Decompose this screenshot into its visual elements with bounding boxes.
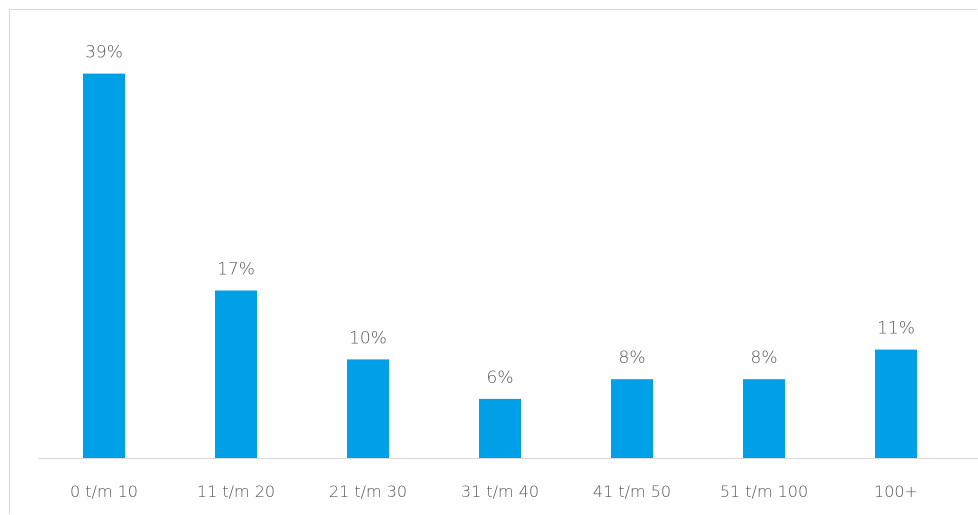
x-tick-label-0: 0 t/m 10 xyxy=(70,482,138,501)
x-tick-label-5: 51 t/m 100 xyxy=(720,482,808,501)
data-label-4: 8% xyxy=(619,348,646,368)
data-label-6: 11% xyxy=(877,319,915,339)
x-tick-label-6: 100+ xyxy=(874,482,918,501)
x-tick-labels-group: 0 t/m 10 11 t/m 20 21 t/m 30 31 t/m 40 41 t/… xyxy=(70,482,918,501)
bar-3 xyxy=(479,398,521,458)
x-tick-label-1: 11 t/m 20 xyxy=(197,482,275,501)
x-tick-label-3: 31 t/m 40 xyxy=(461,482,539,501)
data-label-0: 39% xyxy=(85,43,123,63)
bar-4 xyxy=(611,379,653,458)
bar-6 xyxy=(875,349,917,458)
data-label-2: 10% xyxy=(349,328,387,348)
data-label-5: 8% xyxy=(751,348,778,368)
x-tick-label-4: 41 t/m 50 xyxy=(593,482,671,501)
data-label-3: 6% xyxy=(487,368,514,388)
chart-frame xyxy=(9,9,977,514)
data-labels-group: 39% 17% 10% 6% 8% 8% 11% xyxy=(85,43,915,388)
x-tick-label-2: 21 t/m 30 xyxy=(329,482,407,501)
bars-group xyxy=(83,73,917,458)
bar-1 xyxy=(215,290,257,458)
bar-5 xyxy=(743,379,785,458)
bar-0 xyxy=(83,73,125,458)
bar-2 xyxy=(347,359,389,458)
data-label-1: 17% xyxy=(217,260,255,280)
